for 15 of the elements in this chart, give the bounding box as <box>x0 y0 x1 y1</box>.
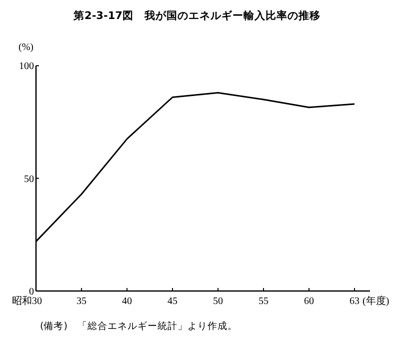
x-tick-label: 55 <box>258 296 268 307</box>
x-tick-label: 45 <box>168 296 178 307</box>
x-axis-title: (年度) <box>362 295 390 307</box>
x-tick-label: 60 <box>304 296 314 307</box>
x-tick-label: 63 <box>350 296 360 307</box>
x-tick-label: 50 <box>213 296 223 307</box>
text: (備考) 「総合エネルギー統計」より作成。 <box>40 320 238 332</box>
y-tick-label: 50 <box>24 174 34 185</box>
chart-title: 第2-3-17図 我が国のエネルギー輸入比率の推移 <box>72 9 320 22</box>
y-tick-label: 0 <box>29 286 34 298</box>
x-tick-label: 昭和30 <box>12 295 42 307</box>
y-tick-label: 100 <box>19 61 34 72</box>
y-axis-title: (%) <box>18 42 34 53</box>
x-tick-label: 40 <box>122 296 132 307</box>
x-tick-label: 35 <box>76 296 86 307</box>
